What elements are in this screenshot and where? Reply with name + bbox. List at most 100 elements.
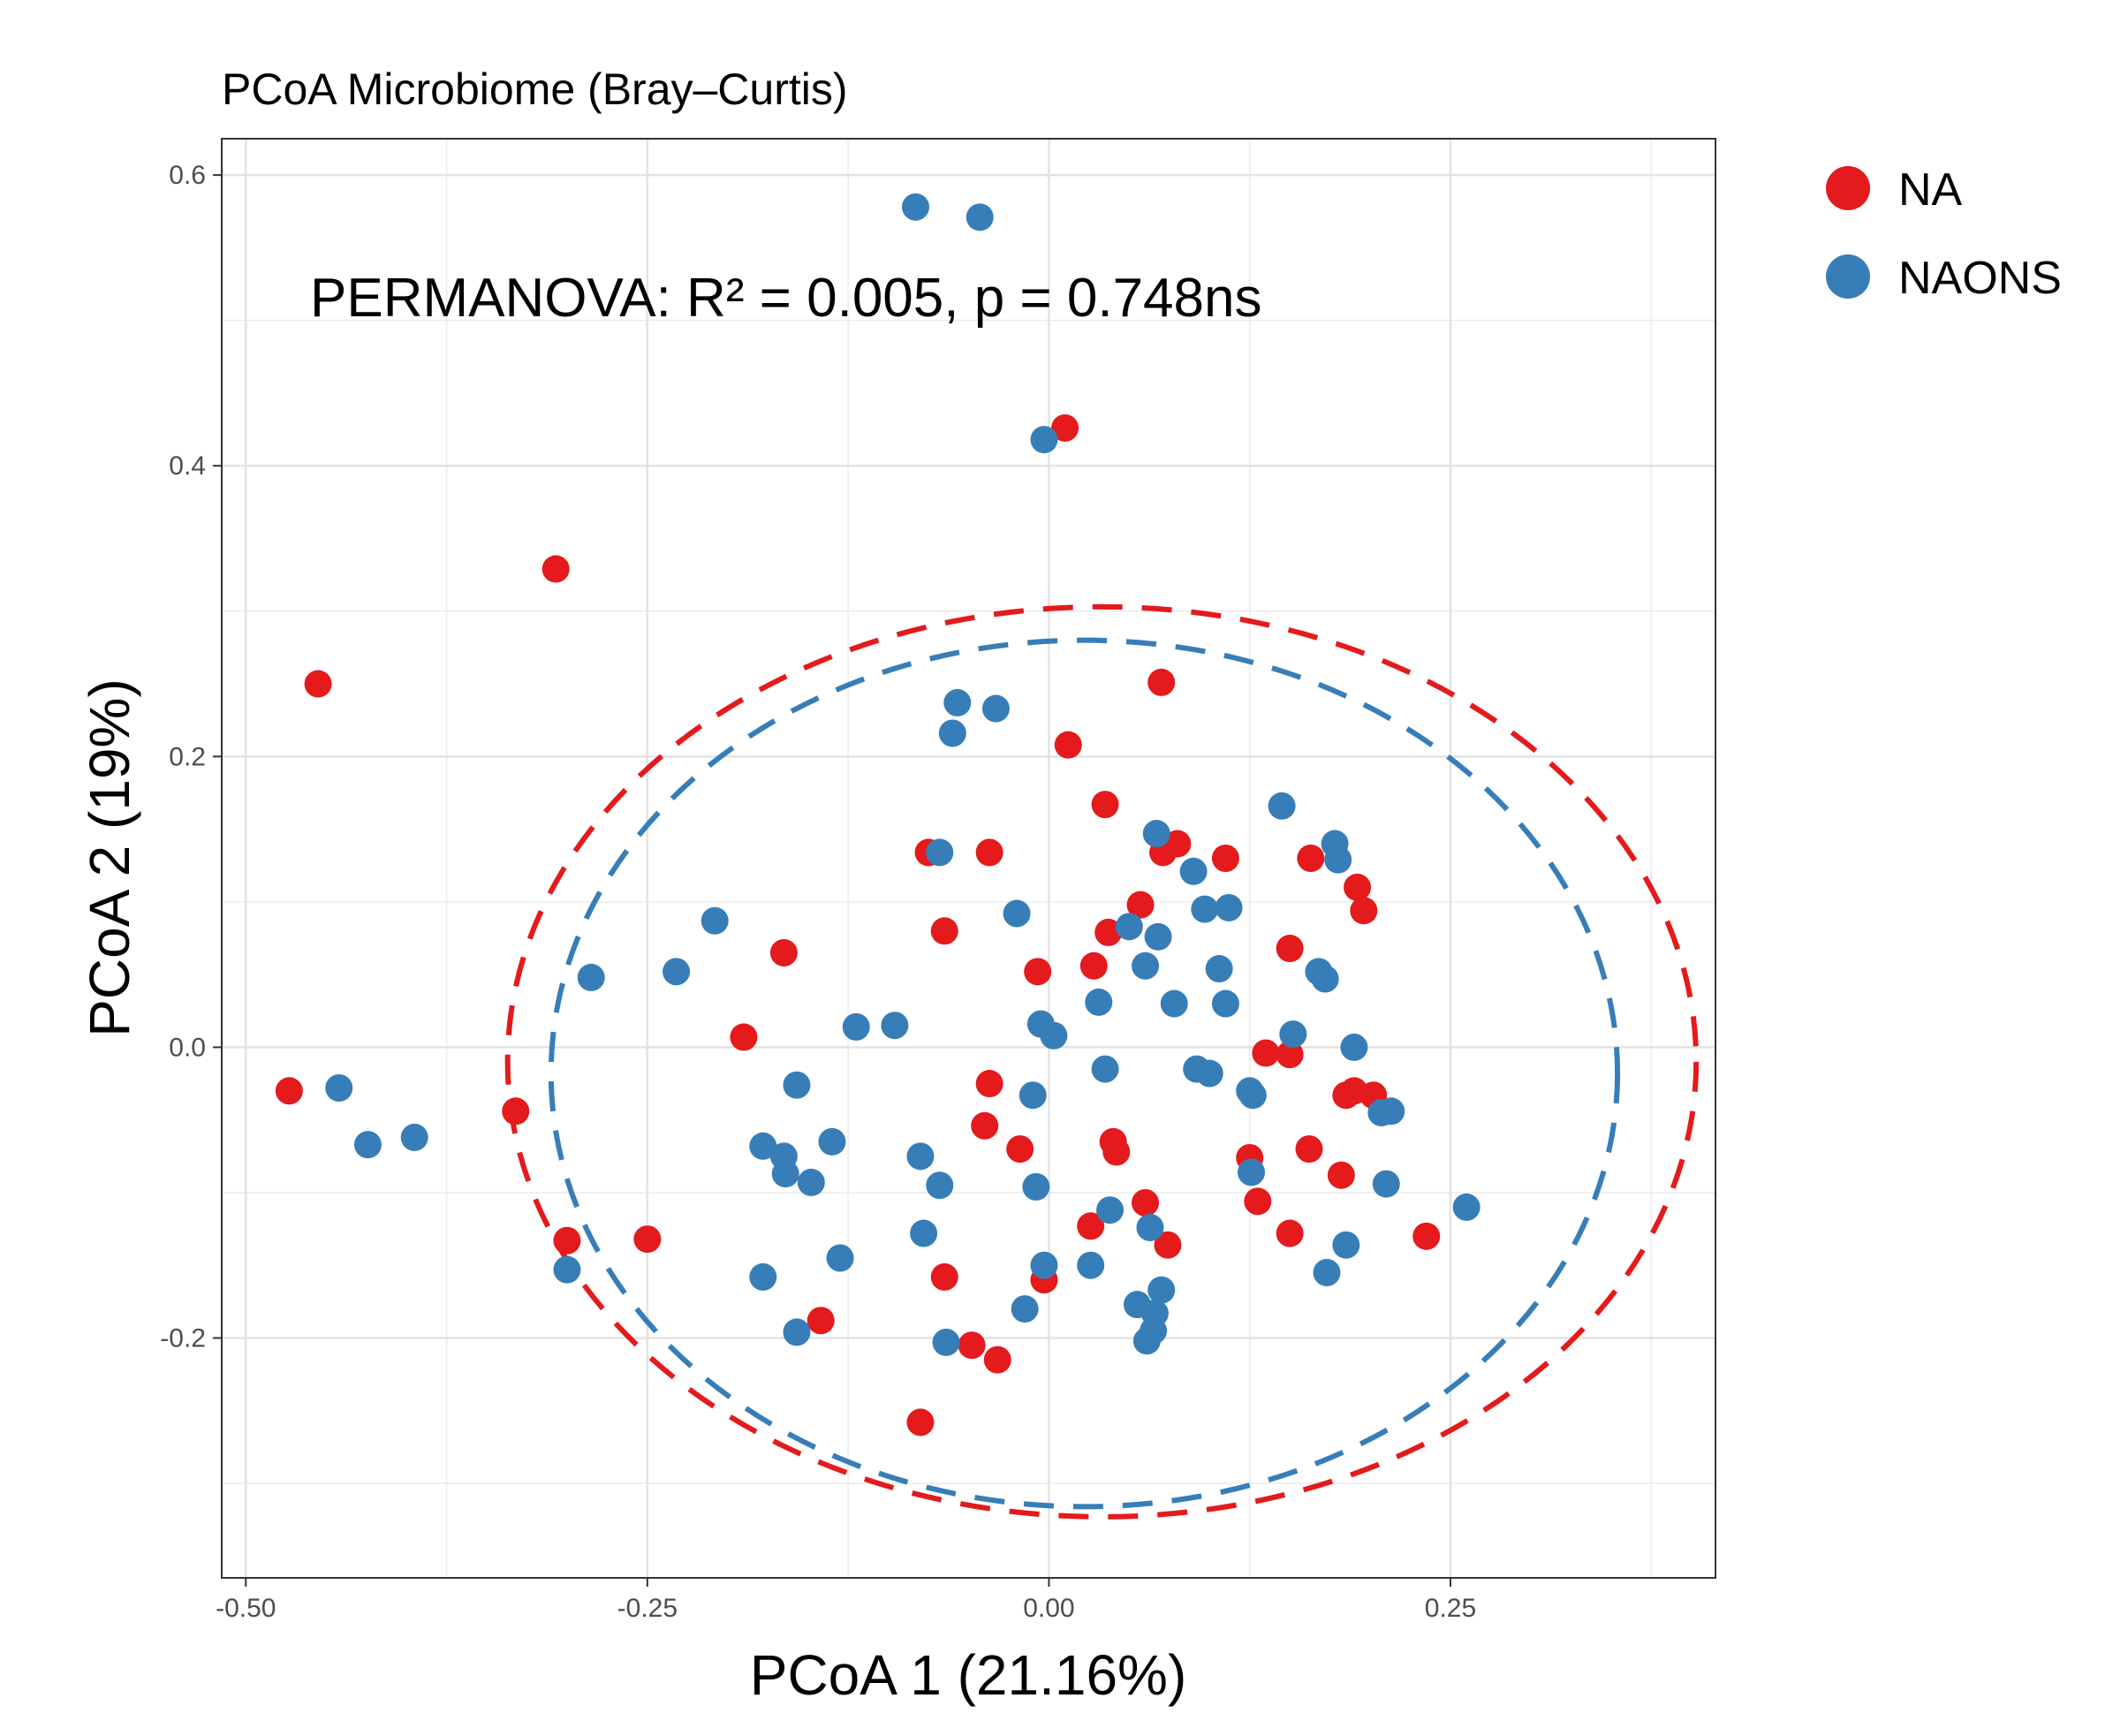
naons-point: [1136, 1213, 1164, 1241]
naons-point: [1191, 895, 1219, 923]
naons-point: [926, 838, 954, 867]
naons-point: [881, 1012, 909, 1040]
naons-ellipse: [548, 637, 1621, 1510]
data-points: [275, 193, 1481, 1437]
minor-gridlines: [222, 139, 1715, 1578]
naons-point: [1340, 1033, 1368, 1061]
na-point: [1132, 1188, 1160, 1217]
y-tick-label: 0.6: [169, 161, 206, 190]
naons-point: [1132, 951, 1160, 980]
naons-point: [1030, 426, 1058, 454]
na-point: [1252, 1039, 1280, 1067]
na-point: [1091, 791, 1119, 819]
na-point: [1079, 951, 1108, 980]
naons-point: [943, 688, 972, 716]
naons-point: [1144, 922, 1172, 951]
naons-point: [1311, 965, 1339, 993]
naons-point: [749, 1132, 777, 1160]
naons-point: [1179, 857, 1208, 885]
na-point: [1350, 897, 1378, 925]
naons-point: [749, 1262, 777, 1291]
naons-point: [1091, 1055, 1119, 1083]
plot-border: [221, 138, 1716, 1579]
naons-point: [1030, 1251, 1058, 1279]
naons-point: [783, 1071, 811, 1099]
naons-point: [1096, 1196, 1125, 1224]
naons-point: [818, 1127, 846, 1156]
x-tick-label: 0.25: [1425, 1594, 1476, 1623]
permanova-annotation: PERMANOVA: R² = 0.005, p = 0.748ns: [310, 268, 1262, 329]
naons-point: [1019, 1081, 1047, 1110]
na-point: [1006, 1135, 1034, 1164]
naons-point: [1215, 893, 1243, 921]
na-ellipse: [504, 603, 1700, 1520]
na-point: [1276, 1041, 1304, 1069]
na-point: [930, 917, 958, 945]
y-tick-label: 0.2: [169, 742, 206, 771]
naons-point: [783, 1318, 811, 1346]
y-axis-title: PCoA 2 (19%): [78, 678, 141, 1037]
x-tick-label: -0.50: [216, 1594, 276, 1623]
na-point: [983, 1346, 1011, 1374]
naons-point: [1313, 1258, 1341, 1286]
na-point: [958, 1331, 986, 1360]
naons-point: [938, 719, 966, 747]
y-tick-label: 0.0: [169, 1033, 206, 1062]
na-point: [542, 555, 570, 583]
naons-point: [1011, 1295, 1039, 1323]
x-tick-label: -0.25: [617, 1594, 678, 1623]
naons-point: [910, 1219, 938, 1247]
naons-point: [553, 1255, 581, 1284]
naons-point: [1372, 1170, 1400, 1198]
na-point: [1154, 1231, 1182, 1259]
legend-label-na: NA: [1898, 164, 1963, 216]
naons-point: [353, 1131, 382, 1159]
naons-point: [1268, 792, 1296, 820]
naons-point: [826, 1244, 854, 1272]
naons-point: [1147, 1276, 1176, 1304]
na-point: [1024, 958, 1052, 986]
naons-point: [1238, 1158, 1266, 1186]
na-point: [1276, 935, 1304, 963]
naons-point: [1332, 1231, 1360, 1259]
confidence-ellipses: [504, 603, 1700, 1520]
na-point: [1102, 1138, 1131, 1166]
naons-point: [1324, 845, 1352, 874]
naons-point: [1077, 1251, 1105, 1279]
x-axis-title: PCoA 1 (21.16%): [750, 1643, 1187, 1707]
legend-key-na: [1826, 166, 1870, 210]
na-point: [930, 1262, 958, 1291]
naons-point: [1160, 989, 1188, 1018]
naons-point: [1377, 1097, 1405, 1126]
na-point: [1077, 1212, 1105, 1240]
naons-point: [325, 1073, 353, 1102]
na-point: [1211, 845, 1239, 872]
naons-point: [1085, 988, 1113, 1016]
chart-title: PCoA Microbiome (Bray–Curtis): [222, 64, 848, 114]
naons-point: [1195, 1059, 1223, 1088]
naons-point: [577, 963, 605, 991]
plot-panel: [222, 139, 1715, 1578]
naons-point: [1142, 820, 1170, 848]
naons-point: [1211, 989, 1239, 1018]
naons-point: [1003, 899, 1031, 928]
na-point: [553, 1226, 581, 1255]
na-point: [1244, 1187, 1272, 1216]
na-point: [1051, 413, 1079, 442]
naons-point: [1205, 955, 1233, 983]
na-point: [1094, 918, 1123, 946]
na-point: [971, 1111, 999, 1140]
na-point: [1327, 1161, 1355, 1189]
na-point: [1163, 830, 1192, 858]
na-point: [769, 938, 798, 967]
naons-point: [1452, 1193, 1481, 1221]
na-point: [807, 1307, 835, 1335]
legend: NA NAONS: [1826, 164, 2062, 304]
na-point: [633, 1225, 662, 1254]
naons-point: [926, 1171, 954, 1200]
naons-point: [701, 906, 729, 935]
na-point: [1295, 1135, 1323, 1164]
na-point: [730, 1023, 758, 1051]
na-point: [906, 1408, 935, 1437]
